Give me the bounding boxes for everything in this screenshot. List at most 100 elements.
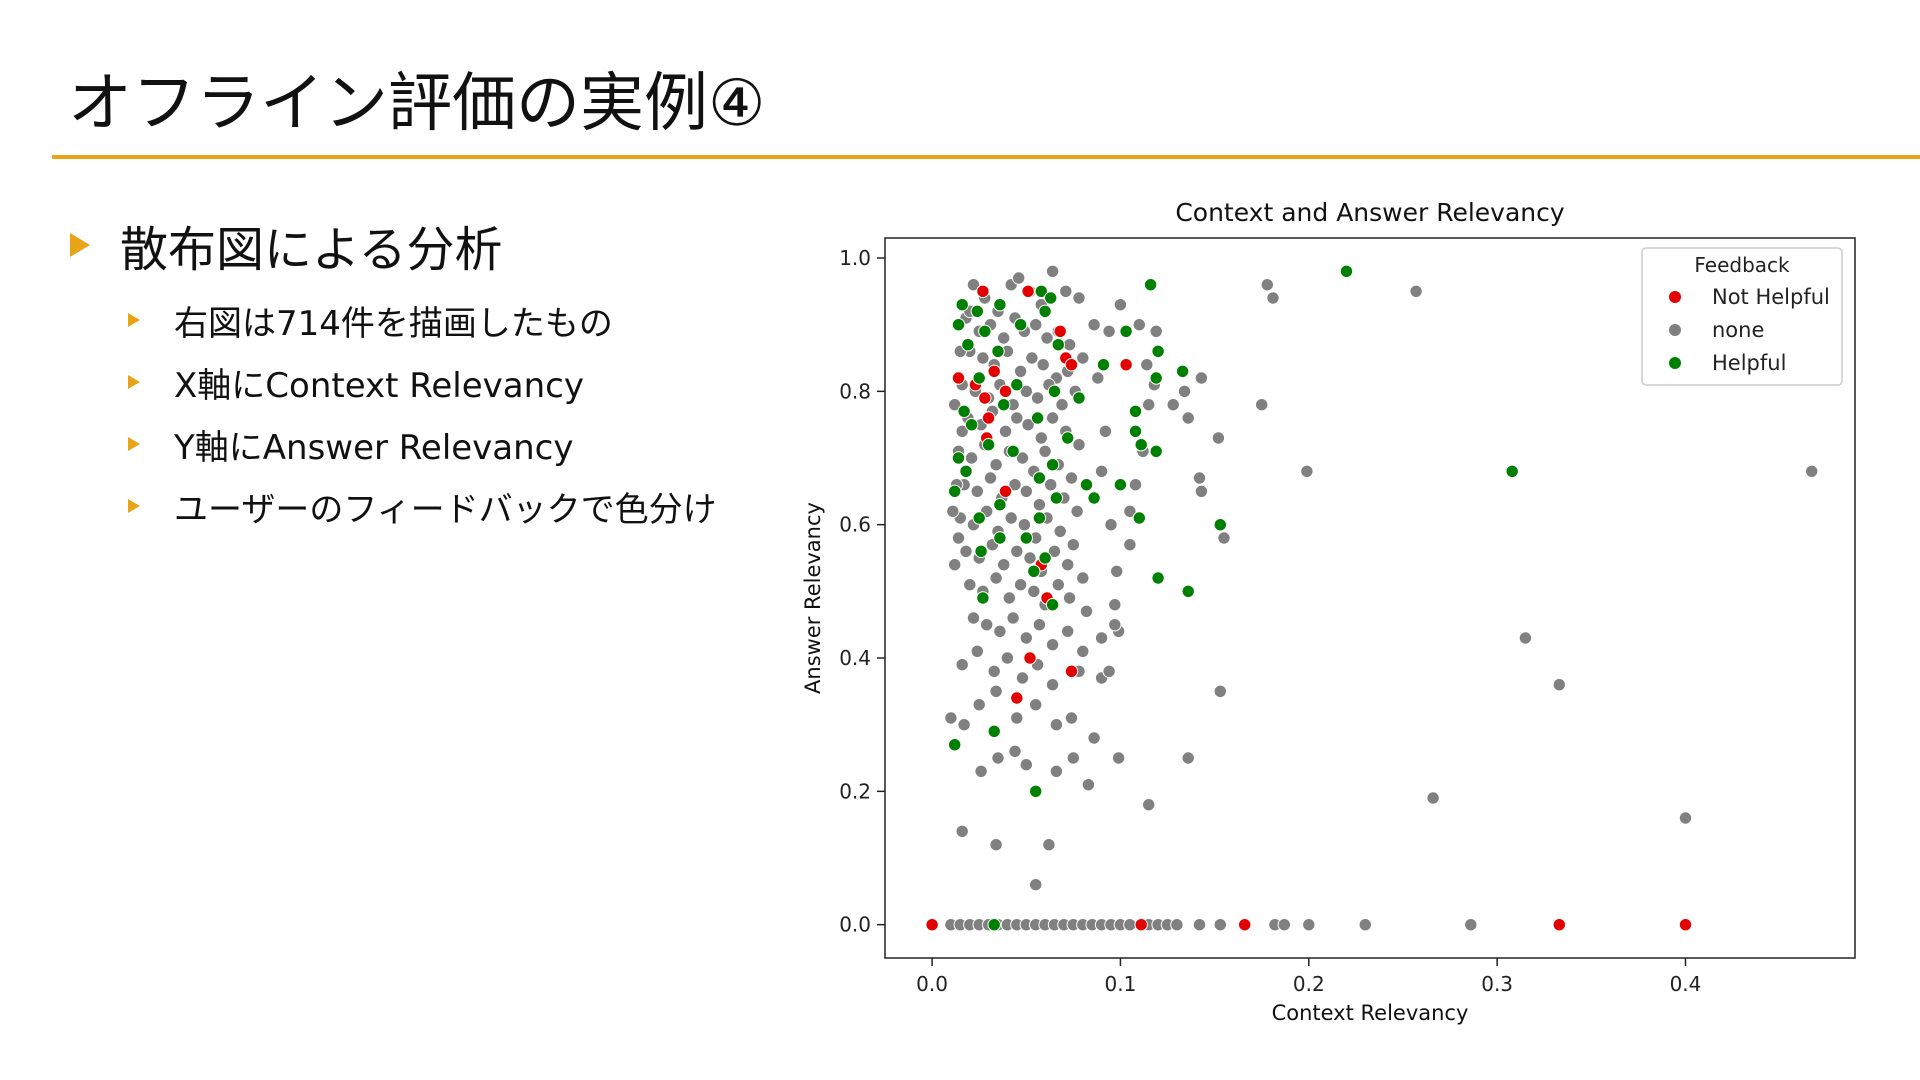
point-none bbox=[1032, 498, 1047, 512]
point-none bbox=[1426, 791, 1440, 805]
point-none bbox=[1091, 371, 1105, 385]
point-helpful bbox=[1045, 458, 1060, 472]
point-none bbox=[1008, 744, 1022, 758]
point-helpful bbox=[1049, 491, 1064, 505]
point-none bbox=[1123, 538, 1137, 552]
point-none bbox=[1029, 698, 1043, 712]
point-not-helpful bbox=[1023, 651, 1037, 665]
point-none bbox=[1108, 618, 1122, 632]
point-none bbox=[966, 611, 981, 625]
point-not-helpful bbox=[1064, 664, 1079, 678]
point-none bbox=[1021, 418, 1035, 432]
point-none bbox=[1038, 444, 1052, 458]
point-helpful bbox=[1096, 358, 1111, 372]
x-axis-label: Context Relevancy bbox=[1272, 1001, 1469, 1025]
data-points bbox=[925, 264, 1819, 932]
point-none bbox=[1149, 324, 1163, 339]
point-none bbox=[951, 531, 966, 545]
point-none bbox=[976, 351, 990, 365]
point-helpful bbox=[987, 724, 1001, 738]
point-none bbox=[1079, 604, 1094, 618]
plot-frame bbox=[884, 237, 1856, 959]
point-not-helpful bbox=[1119, 358, 1133, 372]
point-helpful bbox=[951, 318, 966, 332]
point-helpful bbox=[1505, 464, 1519, 478]
point-none bbox=[1032, 618, 1047, 632]
legend-title: Feedback bbox=[1694, 253, 1790, 277]
sub-bullet: 右図は714件を描画したもの bbox=[128, 289, 770, 351]
point-none bbox=[1049, 718, 1064, 732]
triangle-bullet-icon bbox=[70, 233, 90, 257]
point-none bbox=[1004, 511, 1018, 525]
point-not-helpful bbox=[978, 391, 992, 405]
point-not-helpful bbox=[987, 364, 1001, 379]
point-none bbox=[1064, 471, 1079, 485]
point-none bbox=[1266, 291, 1280, 305]
point-none bbox=[1002, 591, 1017, 605]
point-none bbox=[966, 278, 981, 292]
point-helpful bbox=[1032, 471, 1047, 485]
x-tick-label: 0.2 bbox=[1293, 972, 1325, 996]
point-none bbox=[1076, 644, 1090, 658]
point-none bbox=[1013, 578, 1028, 592]
point-none bbox=[1110, 564, 1124, 578]
point-none bbox=[987, 664, 1001, 678]
sub-bullet: ユーザーのフィードバックで色分け bbox=[128, 475, 770, 537]
point-none bbox=[1047, 544, 1062, 558]
point-none bbox=[1019, 484, 1034, 498]
point-none bbox=[1064, 711, 1079, 725]
point-none bbox=[1170, 918, 1184, 932]
point-none bbox=[1192, 471, 1207, 485]
point-none bbox=[1055, 398, 1069, 412]
triangle-bullet-icon bbox=[128, 437, 140, 451]
point-helpful bbox=[957, 404, 971, 419]
point-none bbox=[1012, 271, 1026, 285]
x-tick-label: 0.1 bbox=[1105, 972, 1137, 996]
title-underline bbox=[52, 155, 1920, 159]
point-none bbox=[1358, 918, 1372, 932]
point-none bbox=[993, 624, 1007, 638]
point-none bbox=[1044, 478, 1058, 492]
point-none bbox=[1045, 264, 1060, 279]
scatter-chart-svg: Context and Answer Relevancy 0.0 0.1 0.2 0.… bbox=[801, 198, 1856, 1025]
point-none bbox=[989, 571, 1003, 585]
y-tick-label: 0.2 bbox=[839, 779, 871, 803]
point-not-helpful bbox=[998, 484, 1013, 498]
point-not-helpful bbox=[1021, 284, 1035, 299]
y-tick-label: 1.0 bbox=[839, 246, 871, 270]
point-none bbox=[944, 711, 958, 725]
point-none bbox=[1066, 751, 1080, 765]
point-helpful bbox=[987, 918, 1001, 932]
point-none bbox=[955, 824, 969, 838]
legend-marker-helpful bbox=[1669, 357, 1681, 369]
point-none bbox=[1030, 391, 1045, 405]
point-none bbox=[970, 644, 985, 658]
point-none bbox=[1062, 338, 1077, 352]
point-helpful bbox=[1038, 551, 1052, 565]
point-not-helpful bbox=[976, 284, 990, 299]
point-none bbox=[1102, 664, 1116, 678]
point-none bbox=[1019, 384, 1034, 399]
point-none bbox=[998, 424, 1013, 439]
point-none bbox=[1123, 504, 1137, 518]
point-helpful bbox=[1128, 424, 1143, 439]
point-helpful bbox=[1181, 584, 1195, 598]
point-none bbox=[997, 558, 1011, 572]
point-none bbox=[989, 684, 1003, 698]
sub-bullet-list: 右図は714件を描画したもの X軸にContext Relevancy Y軸にA… bbox=[70, 289, 770, 537]
point-none bbox=[1518, 631, 1533, 645]
point-helpful bbox=[993, 498, 1007, 512]
point-none bbox=[1042, 838, 1056, 852]
point-helpful bbox=[1149, 444, 1163, 458]
point-helpful bbox=[1051, 338, 1065, 352]
point-none bbox=[1181, 411, 1195, 425]
point-helpful bbox=[1027, 564, 1041, 578]
point-none bbox=[1019, 631, 1034, 645]
point-helpful bbox=[1151, 571, 1165, 585]
point-none bbox=[1070, 504, 1084, 518]
y-tick-label: 0.4 bbox=[839, 646, 871, 670]
sub-bullet: Y軸にAnswer Relevancy bbox=[128, 413, 770, 475]
point-helpful bbox=[1044, 291, 1058, 305]
point-none bbox=[974, 764, 988, 778]
